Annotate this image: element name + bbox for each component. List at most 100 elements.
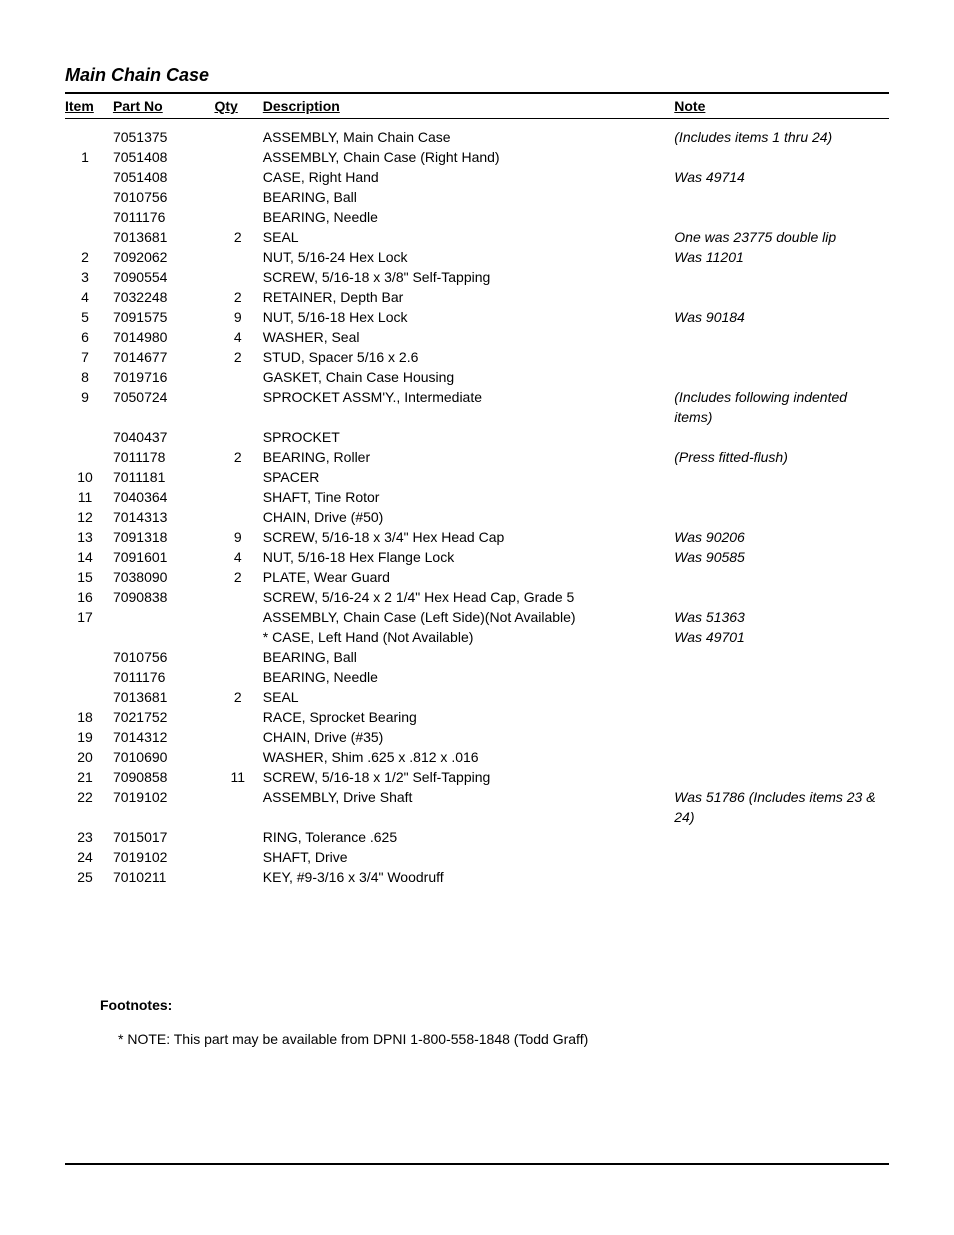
cell-note: Was 90206 bbox=[674, 527, 889, 547]
cell-qty: 2 bbox=[213, 227, 263, 247]
footnote-text: * NOTE: This part may be available from … bbox=[100, 1031, 889, 1047]
header-note: Note bbox=[674, 98, 889, 114]
cell-desc: BEARING, Ball bbox=[263, 647, 675, 667]
cell-partno: 7019102 bbox=[113, 787, 213, 827]
table-row: 7010756BEARING, Ball bbox=[65, 647, 889, 667]
cell-note bbox=[674, 587, 889, 607]
cell-item: 19 bbox=[65, 727, 113, 747]
cell-partno: 7090554 bbox=[113, 267, 213, 287]
cell-desc: * CASE, Left Hand (Not Available) bbox=[263, 627, 675, 647]
cell-desc: BEARING, Needle bbox=[263, 207, 675, 227]
cell-desc: NUT, 5/16-18 Hex Lock bbox=[263, 307, 675, 327]
footnotes-section: Footnotes: * NOTE: This part may be avai… bbox=[65, 997, 889, 1047]
table-row: 227019102ASSEMBLY, Drive ShaftWas 51786 … bbox=[65, 787, 889, 827]
table-row: 117040364SHAFT, Tine Rotor bbox=[65, 487, 889, 507]
table-row: 127014313CHAIN, Drive (#50) bbox=[65, 507, 889, 527]
cell-partno: 7021752 bbox=[113, 707, 213, 727]
cell-qty bbox=[213, 787, 263, 827]
cell-note bbox=[674, 707, 889, 727]
cell-note bbox=[674, 507, 889, 527]
cell-note bbox=[674, 747, 889, 767]
cell-partno: 7010690 bbox=[113, 747, 213, 767]
cell-qty bbox=[213, 247, 263, 267]
cell-desc: CASE, Right Hand bbox=[263, 167, 675, 187]
cell-qty bbox=[213, 367, 263, 387]
table-row: 1470916014NUT, 5/16-18 Hex Flange LockWa… bbox=[65, 547, 889, 567]
page-title: Main Chain Case bbox=[65, 65, 889, 86]
table-row: 87019716 GASKET, Chain Case Housing bbox=[65, 367, 889, 387]
cell-note bbox=[674, 567, 889, 587]
cell-item: 22 bbox=[65, 787, 113, 827]
cell-qty: 4 bbox=[213, 327, 263, 347]
cell-desc: GASKET, Chain Case Housing bbox=[263, 367, 675, 387]
cell-partno: 7014980 bbox=[113, 327, 213, 347]
table-row: 167090838SCREW, 5/16-24 x 2 1/4" Hex Hea… bbox=[65, 587, 889, 607]
table-row: 27092062NUT, 5/16-24 Hex LockWas 11201 bbox=[65, 247, 889, 267]
cell-note bbox=[674, 467, 889, 487]
cell-qty: 11 bbox=[213, 767, 263, 787]
cell-item: 8 bbox=[65, 367, 113, 387]
cell-note bbox=[674, 847, 889, 867]
cell-partno: 7091575 bbox=[113, 307, 213, 327]
cell-partno: 7091601 bbox=[113, 547, 213, 567]
cell-qty bbox=[213, 207, 263, 227]
cell-qty bbox=[213, 167, 263, 187]
cell-note bbox=[674, 287, 889, 307]
cell-desc: WASHER, Shim .625 x .812 x .016 bbox=[263, 747, 675, 767]
cell-desc: SCREW, 5/16-18 x 3/8" Self-Tapping bbox=[263, 267, 675, 287]
cell-item bbox=[65, 667, 113, 687]
cell-note bbox=[674, 147, 889, 167]
table-row: 17ASSEMBLY, Chain Case (Left Side)(Not A… bbox=[65, 607, 889, 627]
cell-item: 10 bbox=[65, 467, 113, 487]
cell-note: (Includes following indented items) bbox=[674, 387, 889, 427]
table-row: 237015017RING, Tolerance .625 bbox=[65, 827, 889, 847]
table-row: 570915759NUT, 5/16-18 Hex LockWas 90184 bbox=[65, 307, 889, 327]
cell-note bbox=[674, 767, 889, 787]
cell-desc: BEARING, Roller bbox=[263, 447, 675, 467]
cell-note: Was 49701 bbox=[674, 627, 889, 647]
cell-item: 23 bbox=[65, 827, 113, 847]
cell-desc: KEY, #9-3/16 x 3/4" Woodruff bbox=[263, 867, 675, 887]
cell-partno: 7011178 bbox=[113, 447, 213, 467]
cell-desc: PLATE, Wear Guard bbox=[263, 567, 675, 587]
cell-partno: 7051408 bbox=[113, 147, 213, 167]
cell-qty bbox=[213, 707, 263, 727]
cell-partno: 7010211 bbox=[113, 867, 213, 887]
cell-partno: 7019716 bbox=[113, 367, 213, 387]
table-header-row: Item Part No Qty Description Note bbox=[65, 92, 889, 119]
cell-item bbox=[65, 627, 113, 647]
cell-note: Was 51363 bbox=[674, 607, 889, 627]
cell-qty bbox=[213, 847, 263, 867]
table-row: 1370913189SCREW, 5/16-18 x 3/4" Hex Head… bbox=[65, 527, 889, 547]
cell-item: 25 bbox=[65, 867, 113, 887]
cell-note: Was 90585 bbox=[674, 547, 889, 567]
cell-partno: 7090838 bbox=[113, 587, 213, 607]
table-row: 470322482RETAINER, Depth Bar bbox=[65, 287, 889, 307]
cell-qty: 9 bbox=[213, 527, 263, 547]
header-qty: Qty bbox=[213, 98, 263, 114]
cell-item: 13 bbox=[65, 527, 113, 547]
cell-desc: ASSEMBLY, Chain Case (Left Side)(Not Ava… bbox=[263, 607, 675, 627]
cell-qty bbox=[213, 187, 263, 207]
table-row: 7051408CASE, Right HandWas 49714 bbox=[65, 167, 889, 187]
table-row: 207010690WASHER, Shim .625 x .812 x .016 bbox=[65, 747, 889, 767]
cell-desc: WASHER, Seal bbox=[263, 327, 675, 347]
cell-item: 7 bbox=[65, 347, 113, 367]
table-row: 7011176BEARING, Needle bbox=[65, 667, 889, 687]
cell-qty bbox=[213, 647, 263, 667]
cell-item bbox=[65, 687, 113, 707]
cell-desc: CHAIN, Drive (#50) bbox=[263, 507, 675, 527]
cell-item: 18 bbox=[65, 707, 113, 727]
cell-note bbox=[674, 667, 889, 687]
cell-note bbox=[674, 327, 889, 347]
cell-item: 24 bbox=[65, 847, 113, 867]
cell-desc: RING, Tolerance .625 bbox=[263, 827, 675, 847]
cell-qty: 4 bbox=[213, 547, 263, 567]
cell-desc: SCREW, 5/16-18 x 1/2" Self-Tapping bbox=[263, 767, 675, 787]
cell-qty bbox=[213, 667, 263, 687]
cell-desc: NUT, 5/16-18 Hex Flange Lock bbox=[263, 547, 675, 567]
cell-partno: 7051375 bbox=[113, 127, 213, 147]
cell-partno bbox=[113, 627, 213, 647]
cell-desc: ASSEMBLY, Drive Shaft bbox=[263, 787, 675, 827]
cell-item: 9 bbox=[65, 387, 113, 427]
